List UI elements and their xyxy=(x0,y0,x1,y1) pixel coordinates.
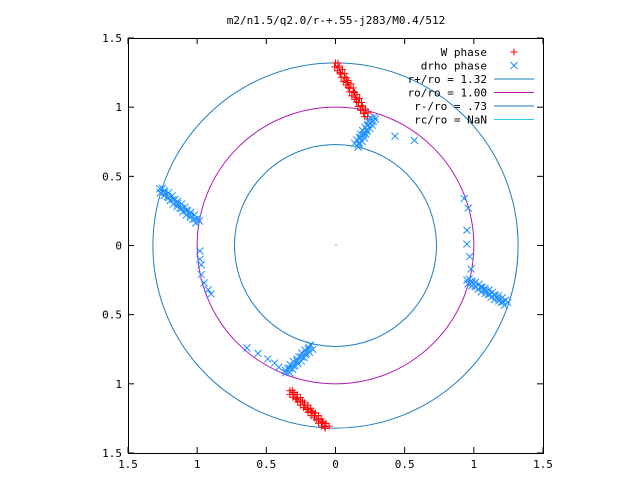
w-phase-point xyxy=(347,80,355,88)
w-phase-point xyxy=(331,63,339,71)
drho-phase-point xyxy=(465,252,474,261)
w-phase-point xyxy=(318,422,326,430)
drho-phase-point xyxy=(391,132,399,141)
radius-circle xyxy=(196,106,475,385)
drho-phase-point xyxy=(191,219,200,227)
drho-phase-point xyxy=(363,127,371,136)
legend-label: r+/ro = 1.32 xyxy=(408,73,487,86)
drho-phase-point xyxy=(207,290,215,298)
w-phase-point xyxy=(293,391,301,399)
drho-phase-point xyxy=(254,349,262,358)
drho-phase-point xyxy=(204,285,213,294)
drho-phase-point xyxy=(306,341,315,349)
data-points xyxy=(155,59,512,432)
legend-label: drho phase xyxy=(421,60,487,73)
w-phase-point xyxy=(356,94,364,102)
w-phase-point xyxy=(290,390,298,398)
drho-phase-point xyxy=(510,61,518,70)
drho-phase-point xyxy=(197,270,206,279)
w-phase-point xyxy=(319,419,327,427)
w-phase-point xyxy=(318,417,326,425)
w-phase-point xyxy=(334,59,342,67)
legend-label: r-/ro = .73 xyxy=(414,100,487,113)
w-phase-point xyxy=(325,422,333,430)
x-tick-label: 0 xyxy=(332,458,339,471)
drho-phase-point xyxy=(460,194,469,203)
w-phase-point xyxy=(356,106,364,114)
x-tick-label: 1 xyxy=(194,458,201,471)
y-tick-label: 1.5 xyxy=(102,447,122,460)
w-phase-point xyxy=(336,69,344,77)
drho-phase-point xyxy=(197,261,206,269)
drho-phase-point xyxy=(368,117,376,126)
w-phase-point xyxy=(510,48,518,56)
w-phase-point xyxy=(349,87,357,95)
legend-label: W phase xyxy=(441,46,487,59)
w-phase-point xyxy=(308,407,316,415)
w-phase-point xyxy=(307,404,315,412)
x-tick-label: 1.5 xyxy=(118,458,138,471)
chart-title: m2/n1.5/q2.0/r-+.55-j283/M0.4/512 xyxy=(227,14,446,27)
drho-phase-point xyxy=(263,355,272,363)
x-tick-label: 1 xyxy=(471,458,478,471)
y-tick-label: 1 xyxy=(115,101,122,114)
w-phase-point xyxy=(337,70,345,78)
y-tick-label: 0.5 xyxy=(102,170,122,183)
x-tick-label: 1.5 xyxy=(533,458,553,471)
y-tick-label: 0 xyxy=(115,240,122,253)
drho-phase-point xyxy=(274,363,283,372)
w-phase-point xyxy=(344,83,352,91)
drho-phase-point xyxy=(410,136,419,145)
drho-phase-point xyxy=(354,143,363,151)
legend-label: rc/ro = NaN xyxy=(414,114,487,127)
w-phase-point xyxy=(321,424,329,432)
w-phase-point xyxy=(348,92,356,100)
y-tick-label: 1.5 xyxy=(102,32,122,45)
w-phase-point xyxy=(339,77,347,85)
w-phase-point xyxy=(289,393,297,401)
center-dot xyxy=(335,244,337,246)
drho-phase-point xyxy=(176,204,184,212)
drho-phase-point xyxy=(463,240,471,248)
drho-phase-point xyxy=(196,247,204,255)
drho-phase-point xyxy=(200,278,208,287)
y-tick-label: 1 xyxy=(115,378,122,391)
legend-label: ro/ro = 1.00 xyxy=(408,87,487,100)
drho-phase-point xyxy=(195,217,204,225)
x-tick-label: 0.5 xyxy=(395,458,415,471)
drho-phase-point xyxy=(467,265,475,273)
w-phase-point xyxy=(354,102,362,110)
drho-phase-point xyxy=(463,226,471,235)
y-tick-label: 0.5 xyxy=(102,309,122,322)
w-phase-point xyxy=(304,405,312,413)
w-phase-point xyxy=(358,99,366,107)
drho-phase-point xyxy=(464,204,473,213)
drho-phase-point xyxy=(243,344,251,352)
radius-circle xyxy=(234,144,437,347)
x-tick-label: 0.5 xyxy=(256,458,276,471)
axis-ticks: 1.5 1 0.5 0 0.5 1 1.51.510.500.511.5 xyxy=(102,32,553,471)
w-phase-point xyxy=(292,394,300,402)
drho-phase-point xyxy=(503,298,512,307)
w-phase-point xyxy=(360,110,368,118)
drho-phase-point xyxy=(308,345,317,354)
